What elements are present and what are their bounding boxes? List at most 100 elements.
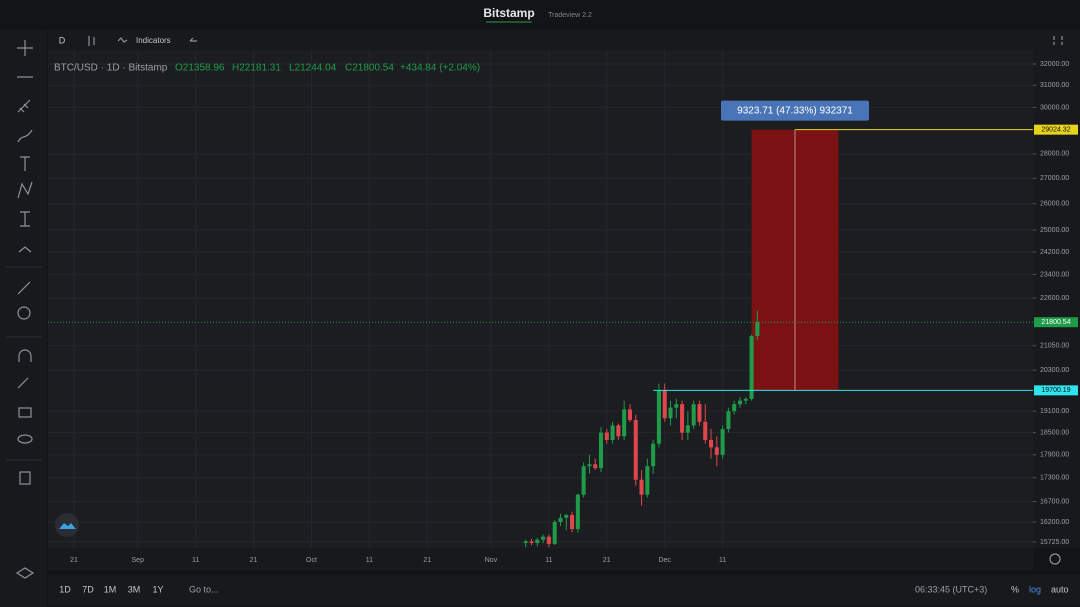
x-tick-label: 11	[192, 557, 199, 564]
candle-body	[709, 439, 714, 448]
x-tick-label: Oct	[306, 557, 317, 564]
x-tick-label: 11	[545, 557, 552, 564]
range-button[interactable]: 1D	[59, 584, 71, 594]
y-tick-label: 24200.00	[1040, 249, 1069, 256]
brand[interactable]: Bitstamp	[483, 6, 534, 20]
candle-body	[737, 400, 743, 405]
range-button[interactable]: 7D	[82, 584, 94, 594]
range-button[interactable]: 1Y	[152, 584, 163, 594]
candle-body	[610, 425, 615, 440]
y-tick-label: 16200.00	[1040, 519, 1069, 526]
candle-body	[552, 521, 557, 544]
y-tick-label: 27000.00	[1040, 175, 1069, 182]
candle-body	[616, 425, 621, 437]
lock-drawing-tool[interactable]	[17, 377, 29, 389]
price-tag-label: 21800.54	[1041, 319, 1070, 326]
y-tick-label: 26000.00	[1040, 201, 1069, 208]
logo-icon	[59, 523, 76, 529]
candle-body	[680, 404, 685, 433]
x-tick-label: 21	[603, 557, 611, 564]
legend-symbol: BTC/USD · 1D · Bitstamp	[54, 63, 168, 74]
interval-button[interactable]: D	[59, 35, 66, 45]
y-tick-label: 22600.00	[1040, 295, 1069, 302]
candle-body	[535, 539, 540, 544]
candle-body	[529, 541, 534, 544]
candle-body	[651, 443, 656, 467]
time-axis	[48, 548, 1033, 570]
indicators-icon[interactable]	[117, 37, 128, 43]
range-button[interactable]: 3M	[128, 584, 141, 594]
candle-body	[633, 420, 638, 480]
y-tick-label: 21050.00	[1040, 343, 1069, 350]
range-button[interactable]: 1M	[104, 584, 117, 594]
goto-button[interactable]: Go to...	[189, 584, 219, 594]
fib-tool[interactable]	[17, 99, 31, 113]
measure-tool[interactable]	[20, 211, 30, 227]
settings-button[interactable]	[1049, 553, 1061, 565]
lock-tool[interactable]	[18, 407, 32, 418]
legend-change: +434.84 (+2.04%)	[400, 63, 480, 74]
candle-body	[564, 514, 569, 518]
y-tick-label: 25000.00	[1040, 227, 1069, 234]
more-tool[interactable]	[18, 246, 32, 253]
x-tick-label: Sep	[132, 557, 145, 564]
pattern-tool[interactable]	[17, 181, 33, 199]
price-tag	[1034, 385, 1078, 396]
x-tick-label: 21	[423, 557, 431, 564]
candle-body	[749, 335, 754, 399]
candle-body	[703, 421, 708, 440]
percent-button[interactable]: %	[1011, 584, 1019, 594]
visibility-tool[interactable]	[17, 434, 33, 444]
tools	[6, 40, 42, 579]
version: Tradeview 2.2	[548, 12, 592, 19]
x-tick-label: Nov	[485, 557, 498, 564]
layers-tool[interactable]	[15, 567, 35, 579]
y-tick-label: 20300.00	[1040, 367, 1069, 374]
y-tick-label: 17900.00	[1040, 452, 1069, 459]
ruler-tool[interactable]	[17, 281, 31, 295]
legend-low: L21244.04	[289, 63, 337, 74]
price-tag-label: 29024.32	[1041, 127, 1070, 134]
price-tag-label: 19700.19	[1041, 387, 1070, 394]
candle-body	[546, 536, 551, 544]
bottom-bar	[48, 575, 1080, 605]
candle-body	[645, 466, 650, 495]
y-tick-label: 32000.00	[1040, 61, 1069, 68]
candle-body	[662, 390, 667, 419]
range-buttons: 1D 7D 1M 3M 1Y	[59, 584, 163, 594]
chart-style-button[interactable]	[88, 36, 95, 46]
chart-area	[48, 50, 1033, 548]
auto-button[interactable]: auto	[1051, 584, 1069, 594]
fullscreen-button[interactable]	[1053, 36, 1063, 45]
candle-body	[604, 432, 609, 440]
brush-tool[interactable]	[17, 129, 33, 143]
candle-body	[541, 536, 546, 540]
x-tick-label: 21	[250, 557, 258, 564]
clock: 06:33:45 (UTC+3)	[915, 584, 987, 594]
crosshair-tool[interactable]	[17, 40, 33, 56]
logo-button[interactable]	[55, 513, 79, 537]
legend-close: C21800.54	[345, 63, 394, 74]
zoom-tool[interactable]	[17, 306, 31, 320]
candle-body	[685, 425, 690, 433]
y-tick-label: 17300.00	[1040, 475, 1069, 482]
candle-body	[656, 390, 661, 444]
magnet-tool[interactable]	[18, 349, 32, 362]
x-tick-label: 11	[366, 557, 373, 564]
undo-button[interactable]	[189, 37, 197, 42]
candle-body	[581, 466, 586, 495]
candle-body	[726, 411, 731, 430]
log-button[interactable]: log	[1029, 584, 1041, 594]
candle-body	[755, 322, 760, 336]
y-tick-label: 18500.00	[1040, 429, 1069, 436]
trash-tool[interactable]	[19, 471, 31, 485]
legend-high: H22181.31	[232, 63, 281, 74]
price-tag	[1034, 317, 1078, 328]
text-tool[interactable]	[20, 156, 30, 171]
y-tick-label: 16700.00	[1040, 498, 1069, 505]
candle-body	[674, 404, 679, 408]
indicators-button[interactable]: Indicators	[136, 36, 171, 45]
y-tick-label: 15725.00	[1040, 539, 1069, 546]
candle-body	[714, 447, 719, 455]
